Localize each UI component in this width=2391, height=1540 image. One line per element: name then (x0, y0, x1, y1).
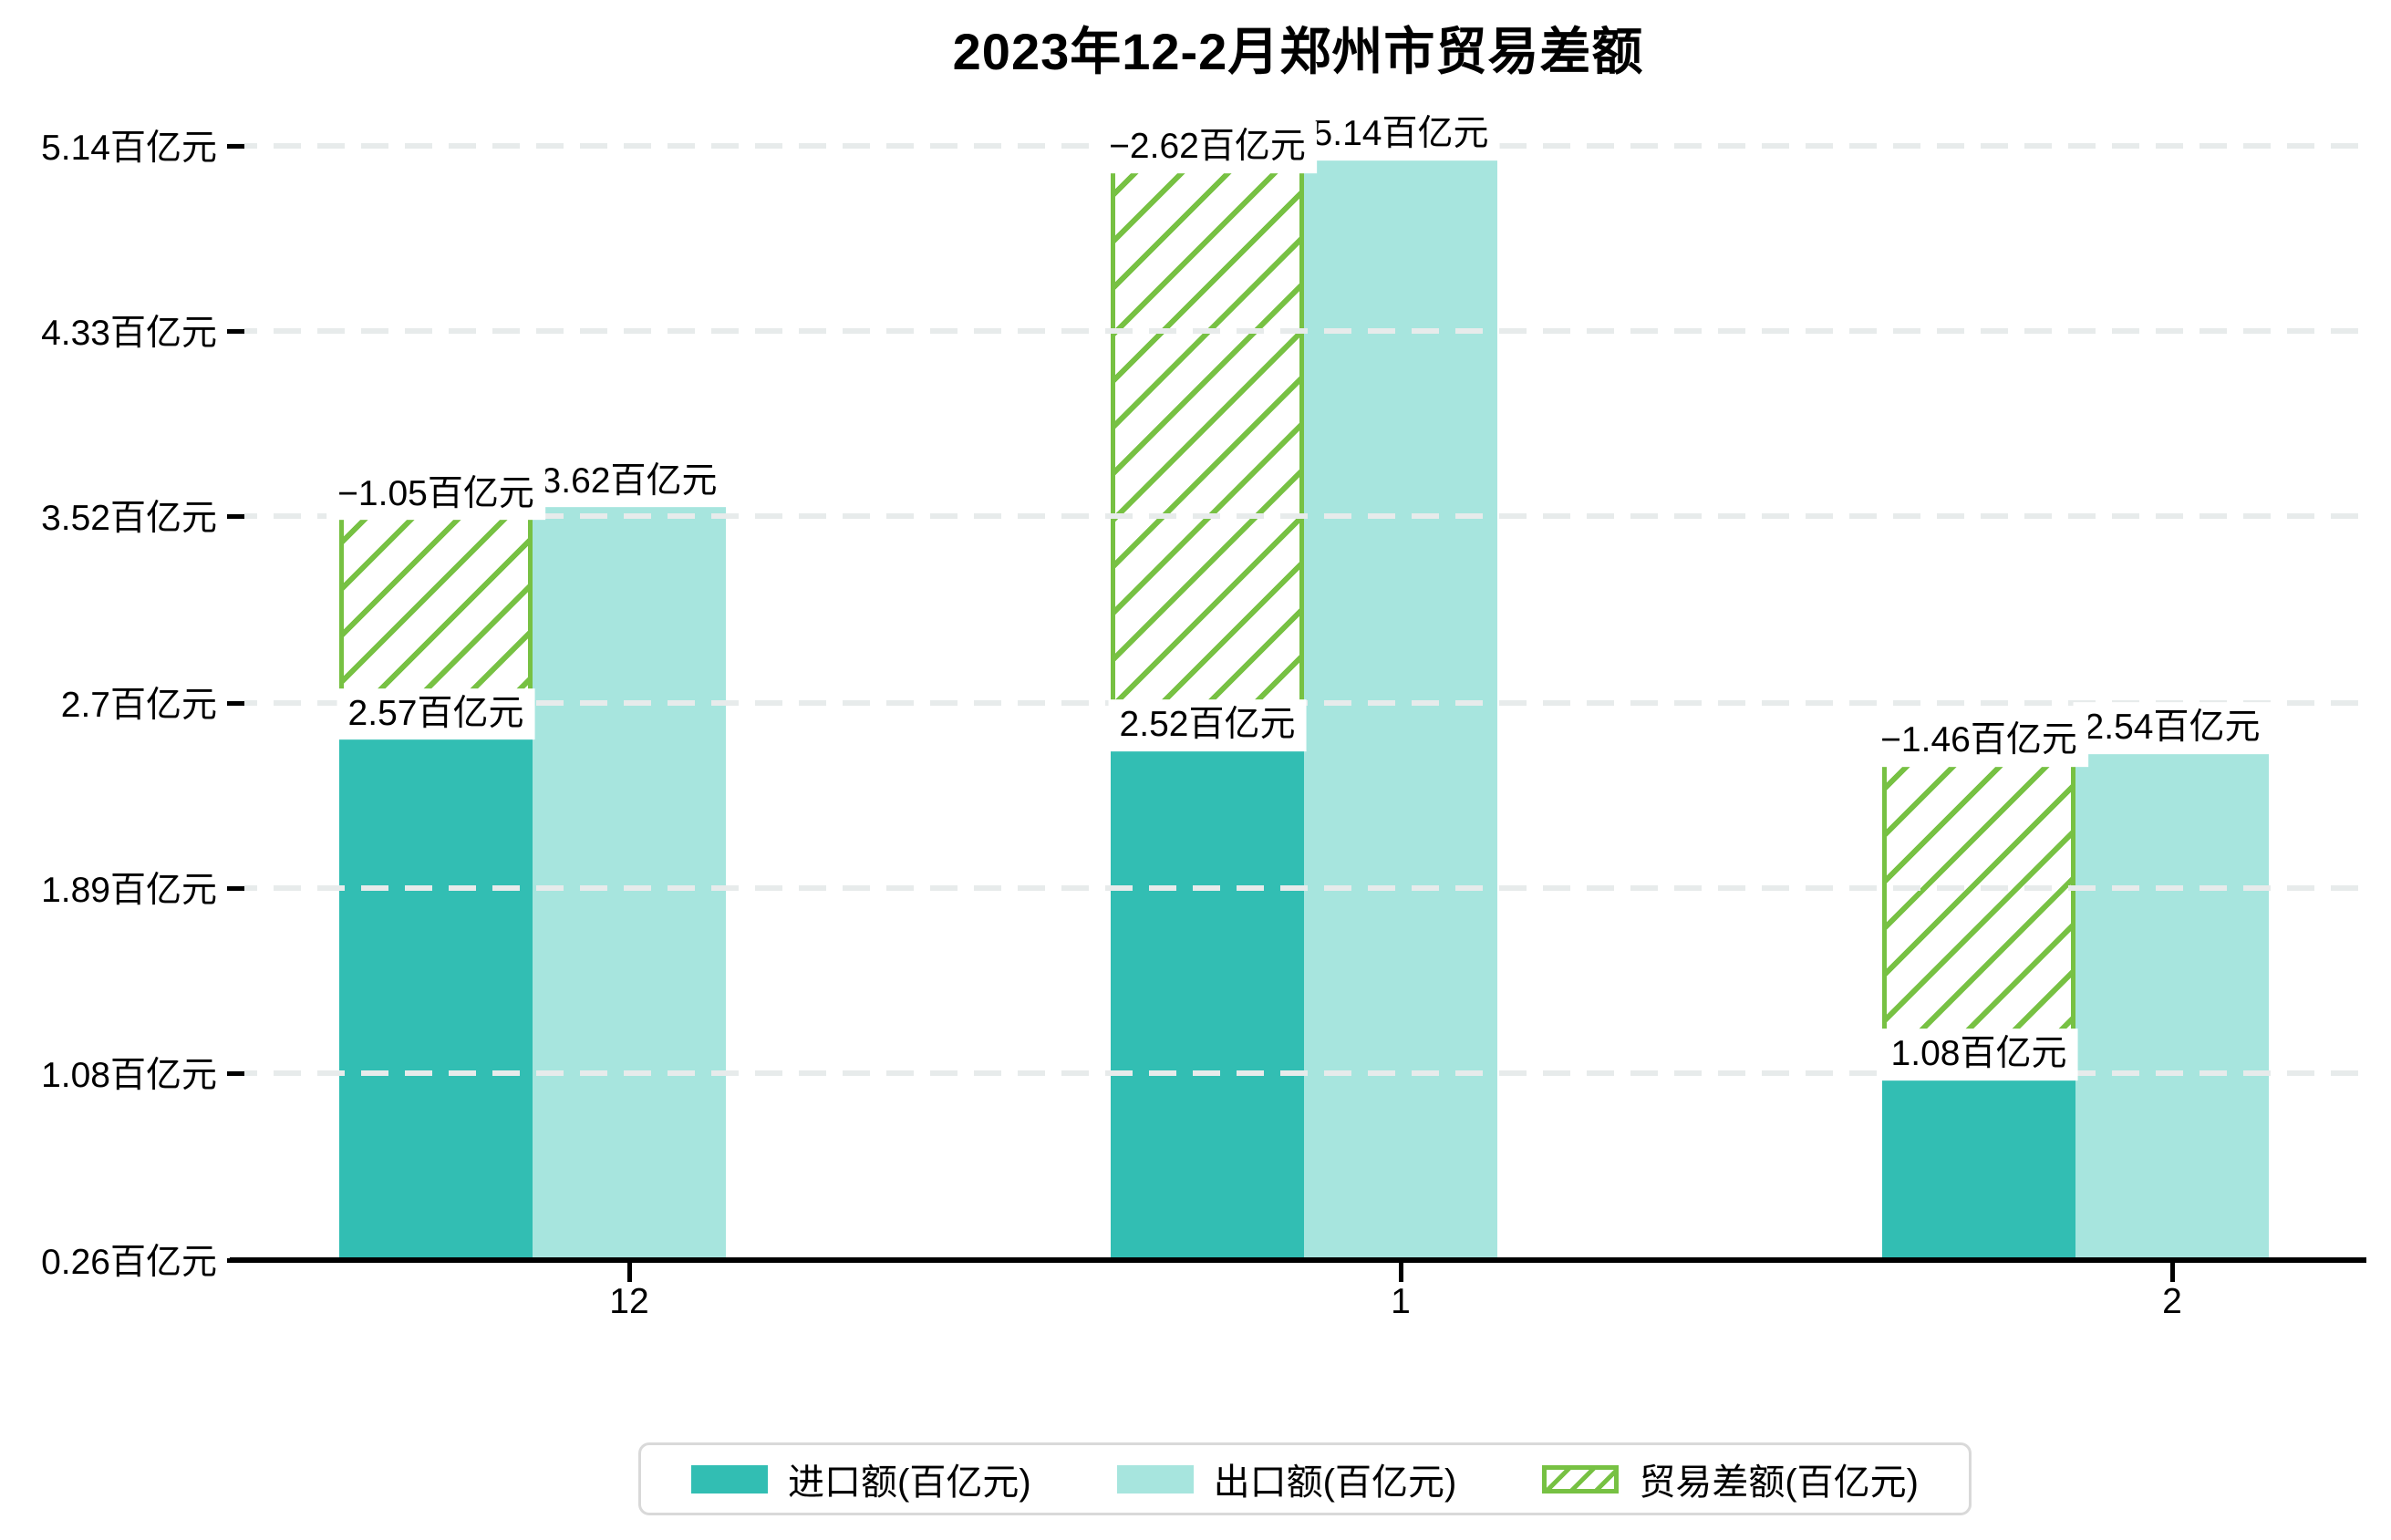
y-axis-tick-label: 3.52百亿元 (41, 498, 217, 538)
legend-item-label: 出口额(百亿元) (1213, 1462, 1457, 1503)
import-value-label: 2.57百亿元 (336, 687, 535, 740)
import-bar (1111, 744, 1304, 1260)
import-value-label: 1.08百亿元 (1879, 1028, 2078, 1080)
import-bar (339, 732, 533, 1260)
y-tick-mark (227, 1070, 244, 1076)
x-axis-tick-label: 2 (2162, 1282, 2182, 1321)
import-bar (1882, 1072, 2075, 1260)
export-value-label: 2.54百亿元 (2073, 702, 2272, 755)
trade-balance-swatch (1542, 1464, 1620, 1493)
trade-balance-bar (1882, 739, 2075, 1073)
export-bar (533, 492, 726, 1260)
legend-item-label: 贸易差额(百亿元) (1639, 1462, 1919, 1503)
y-axis-tick-label: 0.26百亿元 (41, 1242, 217, 1282)
export-value-label: 3.62百亿元 (530, 455, 729, 508)
x-axis-tick-label: 12 (609, 1282, 649, 1321)
gridline (230, 884, 2366, 891)
import-value-label: 2.52百亿元 (1108, 699, 1307, 752)
export-value-label: 5.14百亿元 (1301, 109, 1500, 160)
x-tick-mark (2170, 1263, 2175, 1282)
trade-balance-value-label: −2.62百亿元 (1098, 121, 1317, 173)
x-tick-mark (1399, 1263, 1403, 1282)
y-tick-mark (227, 144, 244, 149)
legend: 进口额(百亿元) 出口额(百亿元) 贸易差额(百亿元) (638, 1442, 1972, 1515)
y-axis-tick-label: 1.08百亿元 (41, 1055, 217, 1095)
export-bar (2075, 739, 2269, 1260)
y-tick-mark (227, 328, 244, 334)
y-axis-tick-label: 1.89百亿元 (41, 870, 217, 910)
legend-item-export: 出口额(百亿元) (1116, 1452, 1457, 1505)
gridline (230, 1070, 2366, 1076)
y-axis-tick-label: 5.14百亿元 (41, 128, 217, 168)
legend-item-label: 进口额(百亿元) (788, 1462, 1031, 1503)
x-axis-line (230, 1257, 2366, 1263)
y-tick-mark (227, 885, 244, 891)
gridline (230, 512, 2366, 519)
trade-balance-value-label: −1.05百亿元 (326, 468, 545, 521)
import-swatch (691, 1464, 768, 1493)
gridline (230, 327, 2366, 334)
y-axis-tick-label: 2.7百亿元 (60, 685, 217, 725)
x-axis-tick-label: 1 (1391, 1282, 1411, 1321)
chart-title: 2023年12-2月郑州市贸易差额 (952, 23, 1644, 80)
trade-balance-value-label: −1.46百亿元 (1869, 715, 2088, 768)
trade-balance-bar (1111, 146, 1304, 745)
y-tick-mark (227, 513, 244, 519)
legend-item-trade-balance: 贸易差额(百亿元) (1542, 1452, 1919, 1505)
legend-item-import: 进口额(百亿元) (691, 1452, 1031, 1505)
y-axis-tick-label: 4.33百亿元 (41, 313, 217, 353)
export-swatch (1116, 1464, 1194, 1493)
y-tick-mark (227, 701, 244, 706)
x-tick-mark (627, 1263, 632, 1282)
